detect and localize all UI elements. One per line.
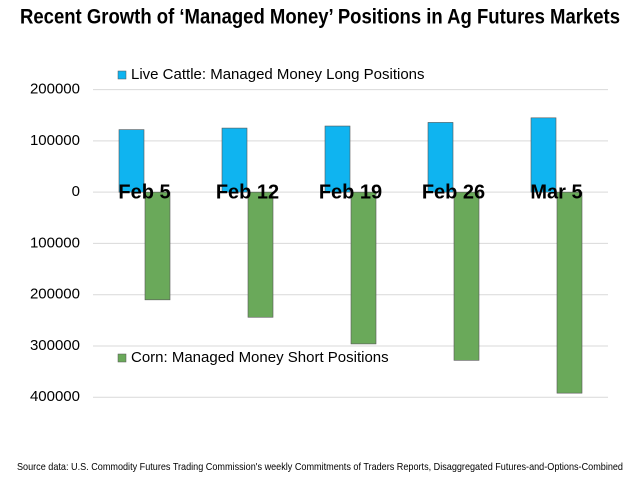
x-tick-label: Mar 5 (530, 181, 582, 203)
y-tick-label: 100000 (30, 132, 80, 149)
legend-label: Corn: Managed Money Short Positions (131, 349, 389, 366)
bar (144, 191, 171, 301)
bar (221, 127, 248, 193)
x-tick-label: Feb 19 (319, 181, 382, 203)
legend-label: Live Cattle: Managed Money Long Position… (131, 66, 425, 83)
y-tick-label: 400000 (30, 388, 80, 405)
bar (453, 191, 480, 361)
y-tick-label: 300000 (30, 337, 80, 354)
y-tick-label: 200000 (30, 286, 80, 303)
x-tick-label: Feb 26 (422, 181, 485, 203)
y-tick-label: 200000 (30, 81, 80, 98)
bar (556, 191, 583, 394)
legend-swatch (117, 70, 127, 80)
y-tick-label: 0 (72, 183, 80, 200)
x-tick-label: Feb 5 (118, 181, 170, 203)
bar (427, 122, 454, 193)
bar (118, 129, 145, 193)
source-note: Source data: U.S. Commodity Futures Trad… (17, 461, 623, 473)
chart-title: Recent Growth of ‘Managed Money’ Positio… (20, 6, 620, 29)
bar (247, 191, 274, 318)
bar (324, 125, 351, 193)
legend-swatch (117, 353, 127, 363)
x-tick-label: Feb 12 (216, 181, 279, 203)
y-tick-label: 100000 (30, 234, 80, 251)
bar (530, 117, 557, 193)
bar (350, 191, 377, 345)
